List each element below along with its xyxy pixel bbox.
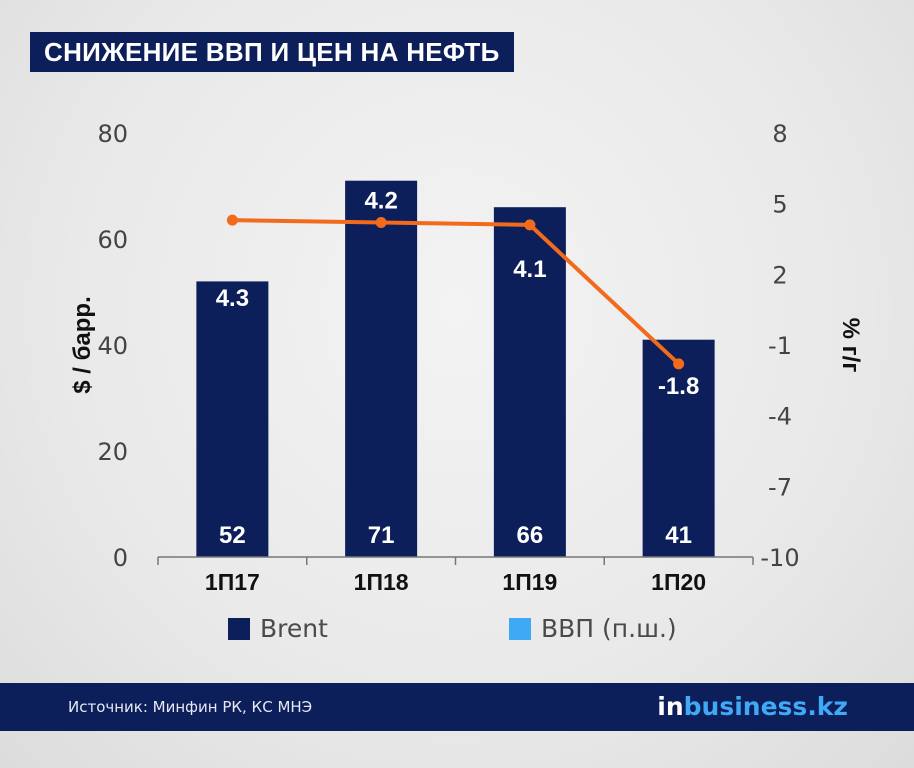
y-axis-label-right: % г/г bbox=[837, 318, 864, 373]
title-banner: СНИЖЕНИЕ ВВП И ЦЕН НА НЕФТЬ bbox=[30, 32, 514, 72]
gdp-point-1 bbox=[375, 217, 387, 229]
y-tick-right-0: -10 bbox=[760, 544, 799, 572]
logo-rest: business.kz bbox=[683, 692, 848, 721]
legend-swatch-gdp bbox=[509, 617, 531, 640]
bar-0 bbox=[196, 281, 269, 557]
bar-value-label-1: 71 bbox=[368, 522, 395, 549]
gdp-point-0 bbox=[226, 214, 238, 226]
legend-swatch-brent bbox=[228, 617, 250, 640]
bar-2 bbox=[493, 207, 566, 557]
bar-value-label-0: 52 bbox=[219, 522, 246, 549]
gdp-value-label-2: 4.1 bbox=[513, 256, 546, 283]
x-tick-label-2: 1П19 bbox=[502, 569, 557, 595]
x-tick-label-3: 1П20 bbox=[651, 569, 706, 595]
chart-area: 0 20 40 60 80 -10 -7 -4 -1 2 5 8 $ / барр. % г/г 1П17 1… bbox=[69, 120, 864, 595]
gdp-value-label-1: 4.2 bbox=[364, 188, 397, 215]
y-axis-label-left: $ / барр. bbox=[69, 296, 96, 394]
footer-bar: Источник: Минфин РК, КС МНЭ inbusiness.k… bbox=[0, 683, 914, 731]
brand-logo[interactable]: inbusiness.kz bbox=[657, 692, 848, 721]
y-tick-left-3: 60 bbox=[97, 226, 128, 254]
y-tick-right-4: 2 bbox=[772, 261, 787, 289]
gdp-point-3 bbox=[673, 358, 685, 370]
gdp-line bbox=[230, 218, 681, 366]
y-tick-right-1: -7 bbox=[768, 473, 792, 501]
y-tick-left-2: 40 bbox=[97, 332, 128, 360]
bar-value-label-3: 41 bbox=[665, 522, 692, 549]
logo-in: in bbox=[657, 692, 684, 721]
bar-1 bbox=[345, 180, 418, 557]
x-tick-label-1: 1П18 bbox=[354, 569, 409, 595]
y-tick-right-5: 5 bbox=[772, 191, 787, 219]
bar-value-label-2: 66 bbox=[517, 522, 544, 549]
bar-3 bbox=[642, 339, 715, 557]
legend-item-gdp: ВВП (п.ш.) bbox=[509, 614, 677, 643]
source-text: Источник: Минфин РК, КС МНЭ bbox=[68, 698, 313, 716]
y-tick-right-3: -1 bbox=[768, 332, 792, 360]
y-tick-left-4: 80 bbox=[97, 120, 128, 148]
legend-label-gdp: ВВП (п.ш.) bbox=[541, 614, 677, 643]
gdp-value-label-0: 4.3 bbox=[216, 285, 249, 312]
y-tick-left-1: 20 bbox=[97, 438, 128, 466]
y-tick-left-0: 0 bbox=[113, 544, 128, 572]
legend-item-brent: Brent bbox=[228, 614, 328, 643]
gdp-point-2 bbox=[524, 219, 536, 231]
legend: Brent ВВП (п.ш.) bbox=[0, 614, 914, 648]
gdp-value-label-3: -1.8 bbox=[658, 373, 699, 400]
y-tick-right-6: 8 bbox=[772, 120, 787, 148]
chart-title: СНИЖЕНИЕ ВВП И ЦЕН НА НЕФТЬ bbox=[44, 36, 500, 67]
y-tick-right-2: -4 bbox=[768, 403, 792, 431]
x-tick-label-0: 1П17 bbox=[205, 569, 260, 595]
legend-label-brent: Brent bbox=[260, 614, 328, 643]
